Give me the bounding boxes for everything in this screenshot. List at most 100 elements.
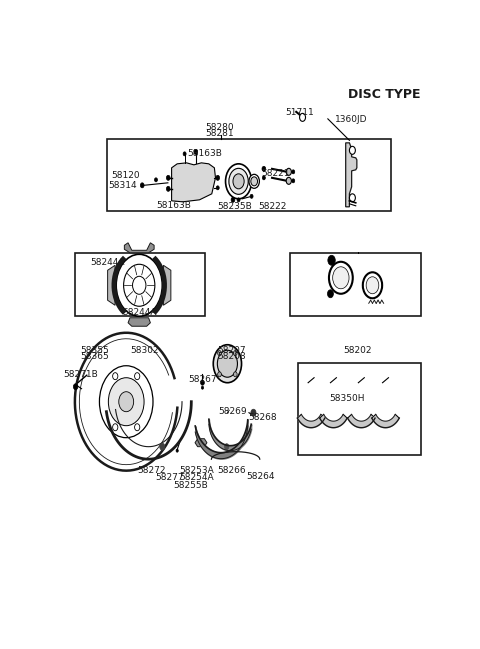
Circle shape bbox=[119, 392, 133, 411]
Circle shape bbox=[237, 198, 240, 202]
Circle shape bbox=[176, 449, 178, 452]
Text: 58350H: 58350H bbox=[329, 394, 365, 403]
Text: 58264: 58264 bbox=[247, 472, 275, 481]
Text: 58208: 58208 bbox=[217, 352, 246, 361]
Text: 58272: 58272 bbox=[137, 466, 166, 474]
Text: 58267: 58267 bbox=[188, 375, 216, 384]
Circle shape bbox=[363, 273, 382, 299]
Circle shape bbox=[108, 378, 144, 426]
Text: 58120: 58120 bbox=[111, 171, 140, 180]
Bar bbox=[107, 139, 391, 211]
Circle shape bbox=[217, 350, 238, 377]
Polygon shape bbox=[298, 414, 325, 428]
Polygon shape bbox=[320, 414, 347, 428]
Circle shape bbox=[213, 345, 241, 383]
Circle shape bbox=[366, 276, 379, 294]
Bar bbox=[298, 363, 421, 455]
Polygon shape bbox=[172, 163, 216, 202]
Circle shape bbox=[155, 178, 157, 182]
Text: 58163B: 58163B bbox=[187, 149, 222, 158]
Text: 58271B: 58271B bbox=[63, 370, 98, 379]
Circle shape bbox=[167, 175, 170, 180]
Circle shape bbox=[349, 146, 355, 154]
Circle shape bbox=[99, 366, 153, 437]
Circle shape bbox=[217, 350, 221, 356]
Polygon shape bbox=[346, 143, 357, 207]
Circle shape bbox=[349, 194, 355, 202]
Circle shape bbox=[292, 170, 295, 174]
Circle shape bbox=[229, 168, 248, 194]
Text: 1360JD: 1360JD bbox=[335, 116, 368, 125]
Text: 58207: 58207 bbox=[217, 346, 246, 355]
Circle shape bbox=[262, 166, 266, 171]
Polygon shape bbox=[163, 265, 171, 305]
Polygon shape bbox=[128, 318, 150, 326]
Circle shape bbox=[250, 194, 253, 199]
Circle shape bbox=[116, 254, 162, 316]
Text: 58314: 58314 bbox=[108, 181, 137, 190]
Text: 58202: 58202 bbox=[343, 346, 372, 355]
Text: 58253A: 58253A bbox=[180, 466, 214, 474]
Circle shape bbox=[167, 186, 170, 191]
Text: 58365: 58365 bbox=[80, 352, 109, 361]
Circle shape bbox=[233, 372, 237, 377]
Circle shape bbox=[134, 424, 140, 431]
Circle shape bbox=[249, 175, 259, 188]
Text: DISC TYPE: DISC TYPE bbox=[348, 88, 421, 101]
Circle shape bbox=[140, 183, 144, 188]
Circle shape bbox=[132, 276, 146, 294]
Bar bbox=[75, 252, 205, 316]
Bar bbox=[290, 252, 421, 316]
Circle shape bbox=[233, 350, 237, 356]
Text: 58268: 58268 bbox=[249, 413, 277, 422]
Text: 58244A: 58244A bbox=[123, 308, 157, 317]
Circle shape bbox=[300, 114, 305, 121]
Circle shape bbox=[183, 152, 186, 156]
Circle shape bbox=[328, 255, 335, 265]
Text: 58222: 58222 bbox=[258, 202, 286, 212]
Circle shape bbox=[251, 177, 258, 186]
Text: 58163B: 58163B bbox=[156, 201, 191, 210]
Circle shape bbox=[217, 372, 221, 377]
Text: 58269: 58269 bbox=[219, 407, 247, 416]
Text: 58302: 58302 bbox=[131, 346, 159, 355]
Text: 58255B: 58255B bbox=[174, 481, 208, 489]
Polygon shape bbox=[124, 243, 154, 253]
Circle shape bbox=[160, 443, 165, 450]
Circle shape bbox=[292, 179, 295, 183]
Circle shape bbox=[231, 197, 235, 202]
Circle shape bbox=[216, 175, 219, 180]
Circle shape bbox=[327, 289, 334, 298]
Text: 58281: 58281 bbox=[205, 129, 234, 138]
Circle shape bbox=[286, 177, 291, 184]
Circle shape bbox=[201, 380, 204, 386]
Circle shape bbox=[73, 384, 78, 389]
Circle shape bbox=[194, 149, 198, 154]
Circle shape bbox=[113, 424, 118, 431]
Text: 58266: 58266 bbox=[217, 466, 246, 474]
Circle shape bbox=[225, 444, 229, 450]
Text: 58221: 58221 bbox=[262, 169, 290, 178]
Text: 58254A: 58254A bbox=[180, 473, 214, 482]
Polygon shape bbox=[372, 414, 399, 428]
Circle shape bbox=[124, 264, 155, 306]
Polygon shape bbox=[108, 265, 115, 305]
Circle shape bbox=[286, 168, 291, 175]
Circle shape bbox=[329, 262, 353, 294]
Polygon shape bbox=[348, 414, 375, 428]
Polygon shape bbox=[195, 439, 207, 447]
Circle shape bbox=[226, 164, 252, 199]
Text: 51711: 51711 bbox=[286, 108, 314, 117]
Circle shape bbox=[263, 176, 265, 180]
Text: 58235B: 58235B bbox=[217, 202, 252, 212]
Circle shape bbox=[251, 410, 256, 416]
Circle shape bbox=[216, 186, 219, 190]
Text: 58355: 58355 bbox=[80, 346, 109, 355]
Circle shape bbox=[233, 174, 244, 189]
Text: 58244A: 58244A bbox=[91, 258, 125, 267]
Text: 58280: 58280 bbox=[205, 123, 234, 132]
Circle shape bbox=[333, 267, 349, 289]
Text: 58277: 58277 bbox=[156, 473, 184, 482]
Circle shape bbox=[134, 373, 140, 380]
Circle shape bbox=[202, 386, 204, 389]
